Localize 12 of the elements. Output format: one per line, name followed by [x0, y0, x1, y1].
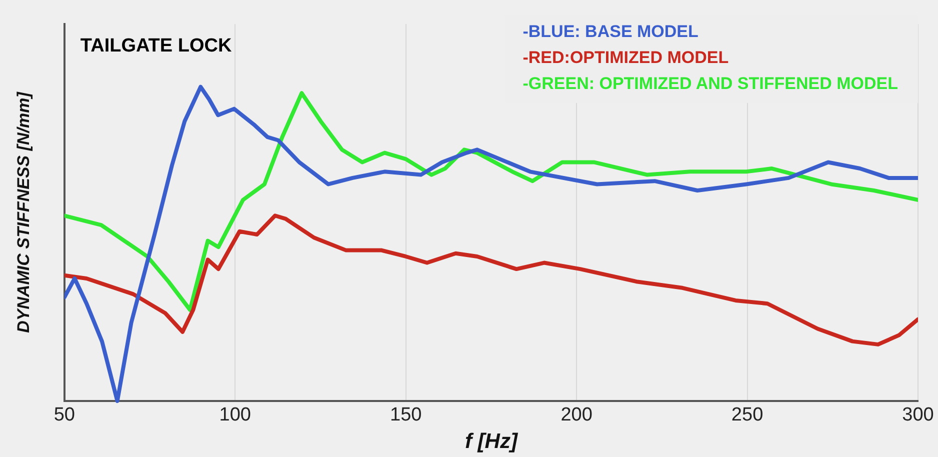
x-tick-label: 150 — [390, 404, 422, 426]
text: -RED:OPTIMIZED MODEL — [522, 47, 730, 69]
chart-title: TAILGATE LOCK — [80, 36, 232, 57]
x-tick-label: 100 — [219, 404, 251, 426]
x-tick-label: 250 — [731, 404, 764, 426]
x-tick-label: 50 — [54, 404, 75, 426]
text: -BLUE: BASE MODEL — [522, 21, 700, 43]
x-tick-label: 200 — [560, 404, 592, 426]
y-axis-title: DYNAMIC STIFFNESS [N/mm] — [14, 90, 33, 333]
x-axis-title: f [Hz] — [464, 430, 518, 454]
x-tick-label: 300 — [902, 404, 934, 426]
text: -GREEN: OPTIMIZED AND STIFFENED MODEL — [522, 73, 898, 95]
